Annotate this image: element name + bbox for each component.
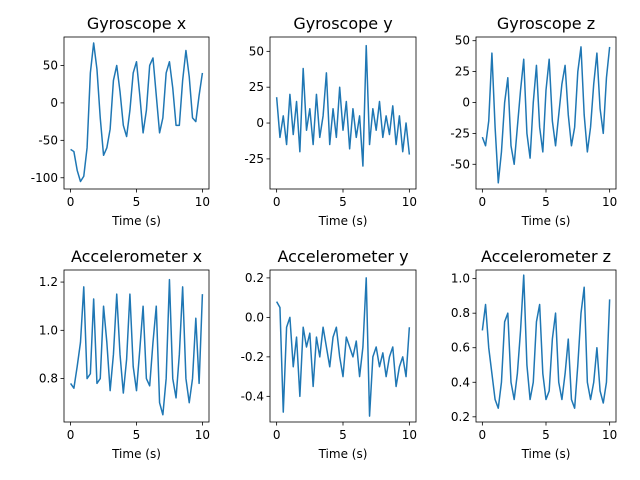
y-tick-label: 50	[249, 44, 264, 58]
subplot: 0 5 10 0.8 1.0 1.2 Accelerometer x Time (s)	[39, 247, 210, 461]
x-axis-label: Time (s)	[521, 214, 571, 228]
series-line	[69, 278, 204, 416]
x-tick-label: 10	[195, 428, 210, 442]
series-line	[275, 44, 411, 167]
series-line	[275, 277, 411, 417]
y-tick-label: 0.2	[451, 410, 470, 424]
subplot: 0 5 10 -50 -25 0 25 50 Gyroscope z Time (s)	[450, 14, 617, 228]
x-tick-label: 5	[133, 195, 141, 209]
x-tick-label: 5	[133, 428, 141, 442]
y-tick-label: -0.2	[241, 350, 264, 364]
series-line	[70, 42, 204, 183]
y-tick-label: 0	[462, 95, 470, 109]
x-axis-label: Time (s)	[111, 447, 161, 461]
y-tick-label: -50	[450, 157, 470, 171]
series-line	[481, 274, 611, 409]
subplot: 0 5 10 0.2 0.4 0.6 0.8 1.0 Accelerometer z Time (…	[451, 247, 617, 461]
x-tick-label: 0	[273, 428, 281, 442]
x-axis-label: Time (s)	[318, 447, 368, 461]
x-tick-label: 10	[402, 195, 417, 209]
x-axis-label: Time (s)	[111, 214, 161, 228]
x-tick-label: 10	[602, 428, 617, 442]
y-tick-label: 1.2	[39, 275, 58, 289]
y-tick-label: 50	[455, 34, 470, 48]
y-tick-label: 0	[50, 96, 58, 110]
x-tick-label: 0	[67, 195, 75, 209]
y-tick-label: 0.4	[451, 375, 470, 389]
y-tick-label: 50	[43, 58, 58, 72]
y-tick-label: -50	[38, 133, 58, 147]
y-tick-label: -25	[450, 126, 470, 140]
chart-title: Gyroscope y	[293, 14, 392, 33]
y-tick-label: 1.0	[39, 323, 58, 337]
x-axis-label: Time (s)	[521, 447, 571, 461]
y-tick-label: 0.6	[451, 341, 470, 355]
subplot: 0 5 10 -25 0 25 50 Gyroscope y Time (s)	[244, 14, 417, 228]
y-tick-label: 0.2	[245, 271, 264, 285]
subplot: 0 5 10 -100 -50 0 50 Gyroscope x Time (s)	[31, 14, 210, 228]
y-tick-label: 0.0	[245, 310, 264, 324]
x-tick-label: 5	[542, 428, 550, 442]
x-tick-label: 10	[195, 195, 210, 209]
x-tick-label: 0	[273, 195, 281, 209]
y-tick-label: 0	[256, 116, 264, 130]
chart-title: Gyroscope z	[497, 14, 595, 33]
x-tick-label: 10	[402, 428, 417, 442]
x-tick-label: 5	[339, 195, 347, 209]
chart-title: Accelerometer x	[71, 247, 202, 266]
chart-title: Accelerometer y	[277, 247, 408, 266]
y-tick-label: -0.4	[241, 389, 264, 403]
x-tick-label: 10	[602, 195, 617, 209]
y-tick-label: 0.8	[39, 372, 58, 386]
x-tick-label: 5	[339, 428, 347, 442]
x-tick-label: 0	[479, 428, 487, 442]
x-tick-label: 0	[479, 195, 487, 209]
y-tick-label: -100	[31, 171, 58, 185]
y-tick-label: -25	[244, 152, 264, 166]
y-tick-label: 25	[455, 65, 470, 79]
chart-title: Accelerometer z	[481, 247, 611, 266]
y-tick-label: 0.8	[451, 306, 470, 320]
series-line	[481, 46, 611, 184]
subplot: 0 5 10 -0.4 -0.2 0.0 0.2 Accelerometer y Time (s…	[241, 247, 417, 461]
x-tick-label: 5	[542, 195, 550, 209]
chart-title: Gyroscope x	[87, 14, 186, 33]
x-axis-label: Time (s)	[318, 214, 368, 228]
x-tick-label: 0	[67, 428, 75, 442]
y-tick-label: 25	[249, 80, 264, 94]
y-tick-label: 1.0	[451, 272, 470, 286]
